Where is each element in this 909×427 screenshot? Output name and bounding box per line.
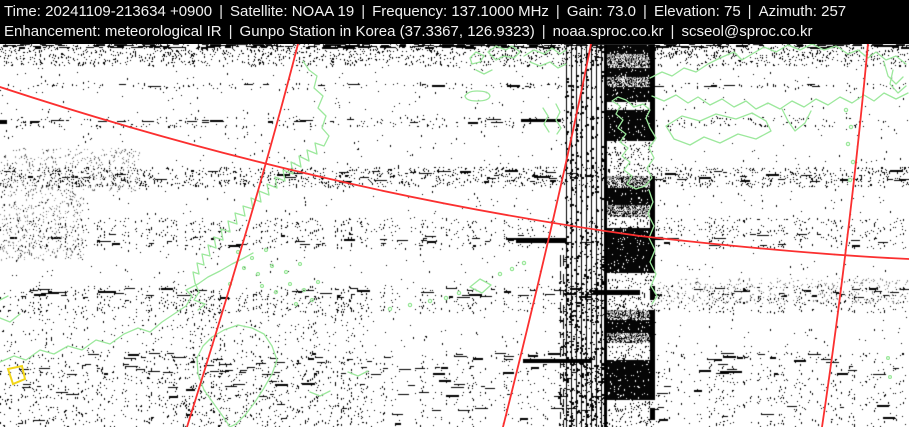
separator: |	[219, 3, 223, 20]
time-field: Time: 20241109-213634 +0900	[4, 3, 213, 20]
status-bar: Time: 20241109-213634 +0900 | Satellite: N…	[0, 0, 909, 44]
email-field: scseol@sproc.co.kr	[681, 23, 813, 40]
status-line-1: Time: 20241109-213634 +0900 | Satellite: N…	[4, 2, 909, 22]
satellite-field: Satellite: NOAA 19	[230, 3, 355, 20]
separator: |	[643, 3, 647, 20]
separator: |	[670, 23, 675, 40]
gain-field: Gain: 73.0	[566, 3, 637, 20]
separator: |	[541, 23, 546, 40]
enhancement-field: Enhancement: meteorological IR	[4, 23, 222, 40]
azimuth-field: Azimuth: 257	[758, 3, 847, 20]
separator: |	[228, 23, 233, 40]
separator: |	[555, 3, 560, 20]
frequency-field: Frequency: 137.1000 MHz	[372, 3, 549, 20]
separator: |	[361, 3, 366, 20]
status-line-2: Enhancement: meteorological IR | Gunpo Sta…	[4, 22, 909, 42]
station-field: Gunpo Station in Korea (37.3367, 126.932…	[239, 23, 535, 40]
separator: |	[747, 3, 752, 20]
website-field: noaa.sproc.co.kr	[552, 23, 664, 40]
elevation-field: Elevation: 75	[653, 3, 741, 20]
